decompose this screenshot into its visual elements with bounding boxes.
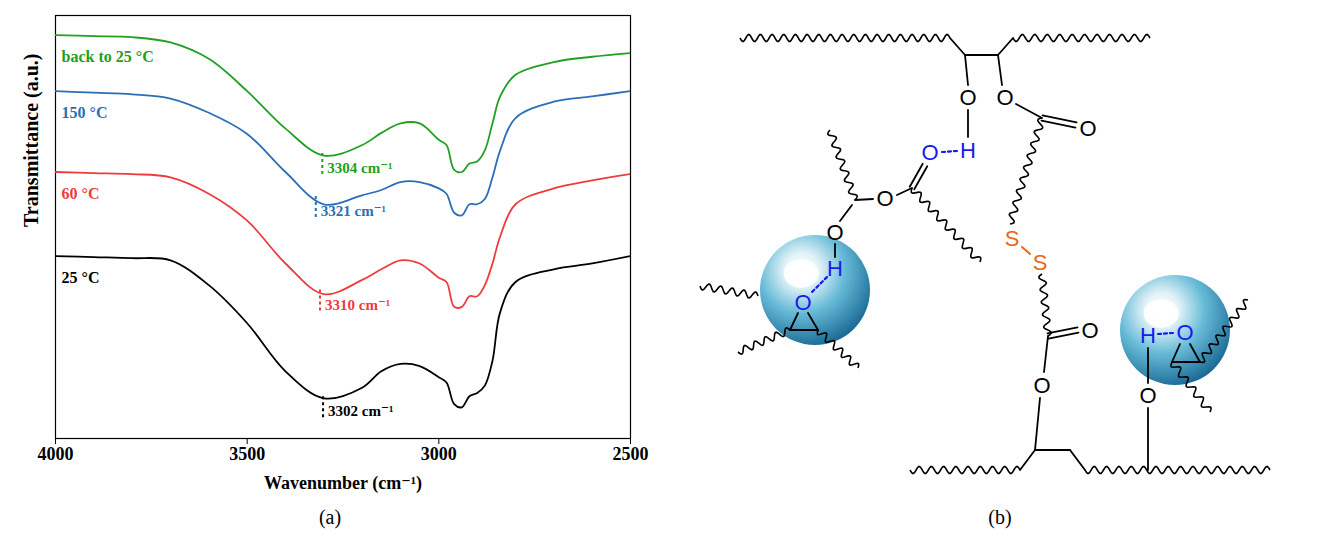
svg-text:3304 cm⁻¹: 3304 cm⁻¹: [327, 160, 392, 176]
svg-text:3500: 3500: [229, 444, 265, 464]
svg-text:back to 25 °C: back to 25 °C: [62, 48, 154, 65]
svg-text:O: O: [1176, 320, 1193, 345]
svg-text:Wavenumber (cm⁻¹): Wavenumber (cm⁻¹): [264, 473, 422, 494]
svg-text:O: O: [1079, 116, 1096, 141]
svg-text:25 °C: 25 °C: [62, 269, 100, 286]
svg-text:O: O: [876, 186, 893, 211]
svg-text:4000: 4000: [38, 444, 74, 464]
svg-text:3302 cm⁻¹: 3302 cm⁻¹: [328, 403, 393, 419]
svg-text:O: O: [1033, 373, 1050, 398]
svg-text:Transmittance (a.u.): Transmittance (a.u.): [20, 54, 43, 228]
svg-text:2500: 2500: [613, 444, 649, 464]
html-text:(a): (a): [318, 506, 342, 528]
svg-text:S: S: [1005, 226, 1020, 251]
svg-text:H: H: [827, 256, 843, 281]
svg-text:3321 cm⁻¹: 3321 cm⁻¹: [321, 203, 386, 219]
svg-text:O: O: [959, 85, 976, 110]
svg-text:O: O: [921, 140, 938, 165]
svg-text:O: O: [1139, 383, 1156, 408]
svg-text:O: O: [996, 85, 1013, 110]
html-text:(b): (b): [988, 506, 1012, 528]
svg-text:3310 cm⁻¹: 3310 cm⁻¹: [325, 297, 390, 313]
svg-text:150 °C: 150 °C: [62, 104, 108, 121]
svg-text:60 °C: 60 °C: [62, 185, 100, 202]
svg-text:O: O: [1081, 318, 1098, 343]
svg-text:H: H: [960, 138, 976, 163]
svg-text:H: H: [1140, 323, 1156, 348]
svg-text:O: O: [826, 220, 843, 245]
svg-text:S: S: [1033, 250, 1048, 275]
svg-text:O: O: [794, 290, 811, 315]
svg-text:3000: 3000: [421, 444, 457, 464]
